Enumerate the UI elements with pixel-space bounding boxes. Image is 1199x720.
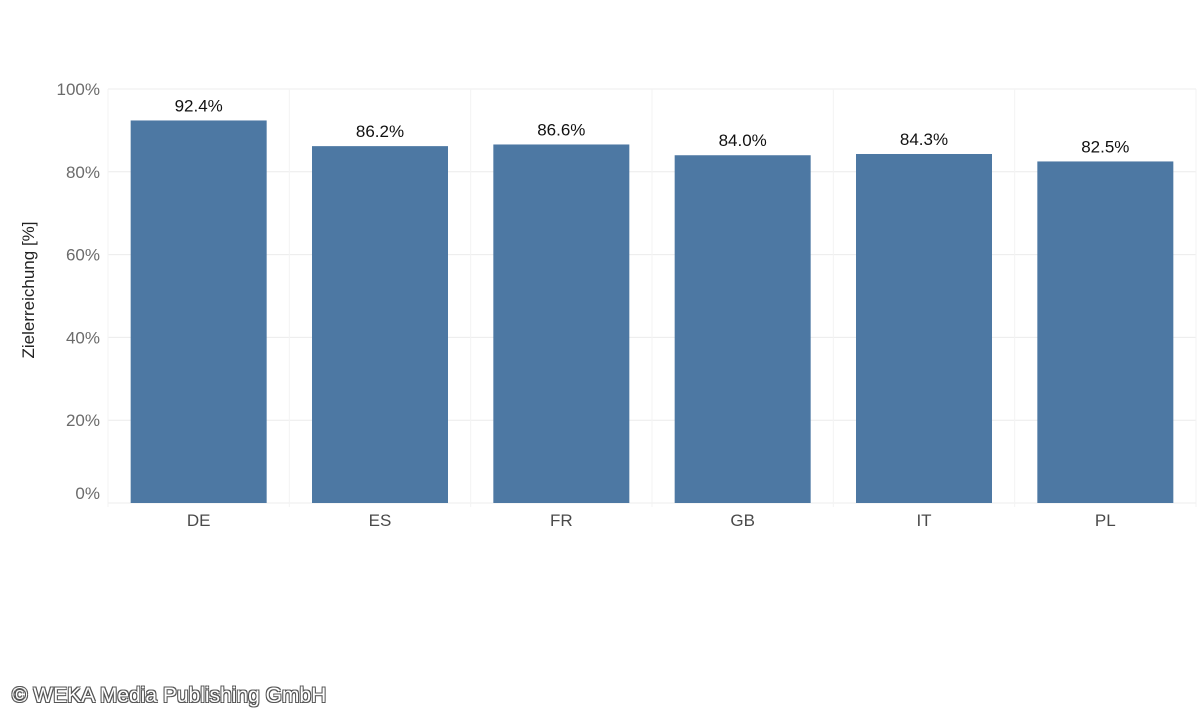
x-axis-ticks: DE ES FR GB IT PL xyxy=(187,511,1116,530)
copyright-watermark: © WEKA Media Publishing GmbH xyxy=(12,684,327,707)
y-tick-label: 100% xyxy=(57,80,100,99)
y-axis-title: Zielerreichung [%] xyxy=(19,221,38,358)
x-tick-label-es: ES xyxy=(369,511,392,530)
y-tick-label: 60% xyxy=(66,246,100,265)
x-tick-label-pl: PL xyxy=(1095,511,1116,530)
y-tick-label: 80% xyxy=(66,163,100,182)
y-tick-label: 40% xyxy=(66,328,100,347)
x-tick-label-it: IT xyxy=(916,511,931,530)
x-tick-label-de: DE xyxy=(187,511,211,530)
data-label-es: 86.2% xyxy=(356,122,404,141)
bars xyxy=(130,120,1174,504)
data-label-fr: 86.6% xyxy=(537,120,585,139)
data-label-pl: 82.5% xyxy=(1081,137,1129,156)
x-tick-label-fr: FR xyxy=(550,511,573,530)
bar-es xyxy=(312,146,448,503)
data-label-de: 92.4% xyxy=(175,96,223,115)
gridlines xyxy=(107,88,1197,507)
bar-gb xyxy=(674,155,811,504)
bar-pl xyxy=(1037,161,1174,503)
bar-de xyxy=(130,120,267,504)
y-tick-label: 0% xyxy=(75,484,100,503)
y-tick-label: 20% xyxy=(66,411,100,430)
bar-it xyxy=(856,153,992,504)
data-labels: 92.4% 86.2% 86.6% 84.0% 84.3% 82.5% xyxy=(175,96,1130,156)
x-tick-label-gb: GB xyxy=(730,511,755,530)
y-axis-ticks: 0% 20% 40% 60% 80% 100% xyxy=(57,80,100,503)
data-label-it: 84.3% xyxy=(900,130,948,149)
bar-fr xyxy=(493,144,630,503)
data-label-gb: 84.0% xyxy=(719,131,767,150)
